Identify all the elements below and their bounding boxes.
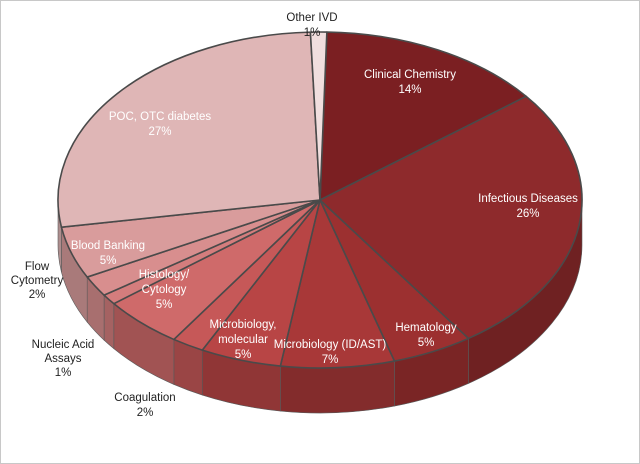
slice-name: Coagulation <box>114 392 175 404</box>
slice-name: Infectious Diseases <box>478 193 578 205</box>
slice-label-hematology: Hematology 5% <box>395 322 457 349</box>
slice-name-line2: Assays <box>44 353 81 365</box>
slice-name: Clinical Chemistry <box>364 69 456 81</box>
slice-label-nucleic-acid-assays: Nucleic Acid Assays 1% <box>32 339 95 379</box>
slice-value-label: 26% <box>516 208 539 220</box>
slice-value-label: 5% <box>156 299 173 311</box>
slice-label-coagulation: Coagulation 2% <box>114 392 175 419</box>
slice-top-3 <box>279 199 396 369</box>
slice-name: POC, OTC diabetes <box>109 111 212 123</box>
slice-label-histology-cytology: Histology/ Cytology 5% <box>139 269 190 311</box>
slice-top-1 <box>319 95 583 340</box>
slice-label-flow-cytometry: Flow Cytometry 2% <box>11 261 64 301</box>
slice-label-microbiology-molecular: Microbiology, molecular 5% <box>210 319 277 361</box>
slice-value-label: 7% <box>322 354 339 366</box>
slice-name: Other IVD <box>286 12 337 24</box>
slice-value-label: 14% <box>398 84 421 96</box>
slice-name: Flow <box>25 261 50 273</box>
slice-value-label: 2% <box>29 289 46 301</box>
slice-label-poc-otc-diabetes: POC, OTC diabetes 27% <box>109 111 212 138</box>
slice-label-infectious-diseases: Infectious Diseases 26% <box>478 193 578 220</box>
slice-name: Hematology <box>395 322 457 334</box>
slice-name: Microbiology (ID/AST) <box>274 339 387 351</box>
slice-name: Nucleic Acid <box>32 339 95 351</box>
slice-top-11 <box>309 31 328 201</box>
slice-value-label: 5% <box>418 337 435 349</box>
slice-label-microbiology-id-ast: Microbiology (ID/AST) 7% <box>274 339 387 366</box>
slice-value-label: 5% <box>235 349 252 361</box>
slice-name: Microbiology, <box>210 319 277 331</box>
slice-top-10 <box>57 31 321 228</box>
slice-name-line2: Cytometry <box>11 275 64 287</box>
slice-value-label: 1% <box>55 367 72 379</box>
slice-label-other-ivd: Other IVD 1% <box>286 12 337 39</box>
slice-value-label: 1% <box>304 27 321 39</box>
slice-name-line2: molecular <box>218 334 268 346</box>
slice-name: Histology/ <box>139 269 190 281</box>
slice-label-clinical-chemistry: Clinical Chemistry 14% <box>364 69 456 96</box>
slice-value-label: 27% <box>148 126 171 138</box>
slice-side-3 <box>280 360 395 414</box>
slice-value-label: 2% <box>137 407 154 419</box>
slice-name-line2: Cytology <box>142 284 187 296</box>
slice-top-0 <box>319 31 527 201</box>
slice-label-blood-banking: Blood Banking 5% <box>71 240 145 267</box>
slice-name: Blood Banking <box>71 240 145 252</box>
pie-tops <box>57 31 583 369</box>
slice-value-label: 5% <box>100 255 117 267</box>
